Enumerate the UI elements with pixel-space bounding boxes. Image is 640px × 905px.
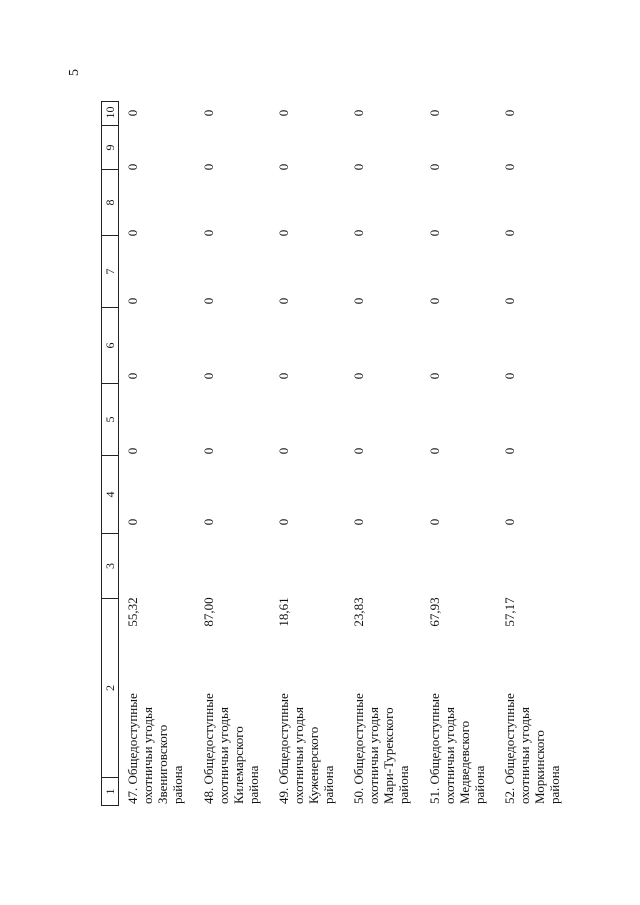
value-cell-4: 0: [276, 518, 291, 526]
value-cell-4: 0: [351, 518, 366, 526]
value-cell-6: 0: [427, 372, 442, 380]
value-cell-9: 0: [201, 163, 216, 171]
row-name-cell: 50. Общедоступные охотничьи угодья Мари-…: [351, 644, 411, 804]
row-name: Общедоступные охотничьи угодья Моркинско…: [502, 693, 562, 804]
row-number: 48.: [201, 787, 216, 804]
row-name-cell: 48. Общедоступные охотничьи угодья Килем…: [201, 644, 261, 804]
value-cell-6: 0: [351, 372, 366, 380]
value-cell-5: 0: [351, 447, 366, 455]
header-cell-7: 7: [102, 235, 118, 307]
header-cell-4: 4: [102, 455, 118, 533]
value-cell-9: 0: [502, 163, 517, 171]
value-cell-3: 23,83: [351, 597, 366, 627]
row-number: 51.: [427, 787, 442, 804]
value-cell-10: 0: [125, 109, 140, 117]
table-header-row: 1 2 3 4 5 6 7 8 9 10: [101, 101, 119, 806]
value-cell-6: 0: [201, 372, 216, 380]
header-cell-3: 3: [102, 533, 118, 598]
row-name-cell: 52. Общедоступные охотничьи угодья Морки…: [502, 644, 562, 804]
table-row: 50. Общедоступные охотничьи угодья Мари-…: [351, 101, 424, 806]
value-cell-7: 0: [351, 297, 366, 305]
value-cell-9: 0: [351, 163, 366, 171]
value-cell-7: 0: [276, 297, 291, 305]
value-cell-8: 0: [201, 229, 216, 237]
row-name: Общедоступные охотничьи угодья Мари-Туре…: [351, 693, 411, 804]
row-name: Общедоступные охотничьи угодья Куженерск…: [276, 693, 336, 804]
header-cell-1: 1: [102, 777, 118, 805]
value-cell-10: 0: [502, 109, 517, 117]
row-name-cell: 47. Общедоступные охотничьи угодья Звени…: [125, 644, 185, 804]
value-cell-5: 0: [276, 447, 291, 455]
row-number: 50.: [351, 787, 366, 804]
value-cell-7: 0: [201, 297, 216, 305]
row-number: 49.: [276, 787, 291, 804]
value-cell-10: 0: [276, 109, 291, 117]
row-name: Общедоступные охотничьи угодья Медведевс…: [427, 693, 487, 804]
value-cell-4: 0: [502, 518, 517, 526]
value-cell-5: 0: [502, 447, 517, 455]
value-cell-5: 0: [201, 447, 216, 455]
header-cell-8: 8: [102, 169, 118, 235]
table-row: 48. Общедоступные охотничьи угодья Килем…: [201, 101, 274, 806]
value-cell-3: 67,93: [427, 597, 442, 627]
header-cell-10: 10: [103, 106, 117, 119]
row-name: Общедоступные охотничьи угодья Килемарск…: [201, 693, 261, 804]
row-name: Общедоступные охотничьи угодья Звениговс…: [125, 693, 185, 804]
value-cell-3: 18,61: [276, 597, 291, 627]
table-row: 47. Общедоступные охотничьи угодья Звени…: [125, 101, 198, 806]
value-cell-3: 87,00: [201, 597, 216, 627]
value-cell-8: 0: [276, 229, 291, 237]
value-cell-9: 0: [276, 163, 291, 171]
value-cell-7: 0: [125, 297, 140, 305]
table-row: 52. Общедоступные охотничьи угодья Морки…: [502, 101, 575, 806]
value-cell-4: 0: [427, 518, 442, 526]
value-cell-4: 0: [125, 518, 140, 526]
table-row: 49. Общедоступные охотничьи угодья Кужен…: [276, 101, 349, 806]
value-cell-8: 0: [427, 229, 442, 237]
value-cell-5: 0: [125, 447, 140, 455]
value-cell-8: 0: [502, 229, 517, 237]
header-cell-9: 9: [102, 125, 118, 169]
header-cell-6: 6: [102, 307, 118, 383]
value-cell-6: 0: [276, 372, 291, 380]
value-cell-8: 0: [125, 229, 140, 237]
value-cell-7: 0: [502, 297, 517, 305]
value-cell-6: 0: [502, 372, 517, 380]
page-number: 5: [67, 69, 82, 76]
rotated-table: 1 2 3 4 5 6 7 8 9 10 47. Общедоступные охотничьи …: [101, 76, 562, 806]
value-cell-4: 0: [201, 518, 216, 526]
value-cell-5: 0: [427, 447, 442, 455]
value-cell-10: 0: [351, 109, 366, 117]
row-number: 47.: [125, 787, 140, 804]
value-cell-10: 0: [201, 109, 216, 117]
header-cell-5: 5: [102, 383, 118, 455]
value-cell-3: 57,17: [502, 597, 517, 627]
row-number: 52.: [502, 787, 517, 804]
table-row: 51. Общедоступные охотничьи угодья Медве…: [427, 101, 500, 806]
header-cell-2: 2: [102, 598, 118, 777]
value-cell-10: 0: [427, 109, 442, 117]
value-cell-6: 0: [125, 372, 140, 380]
row-name-cell: 49. Общедоступные охотничьи угодья Кужен…: [276, 644, 336, 804]
value-cell-7: 0: [427, 297, 442, 305]
value-cell-3: 55,32: [125, 597, 140, 627]
value-cell-9: 0: [125, 163, 140, 171]
row-name-cell: 51. Общедоступные охотничьи угодья Медве…: [427, 644, 487, 804]
value-cell-9: 0: [427, 163, 442, 171]
value-cell-8: 0: [351, 229, 366, 237]
